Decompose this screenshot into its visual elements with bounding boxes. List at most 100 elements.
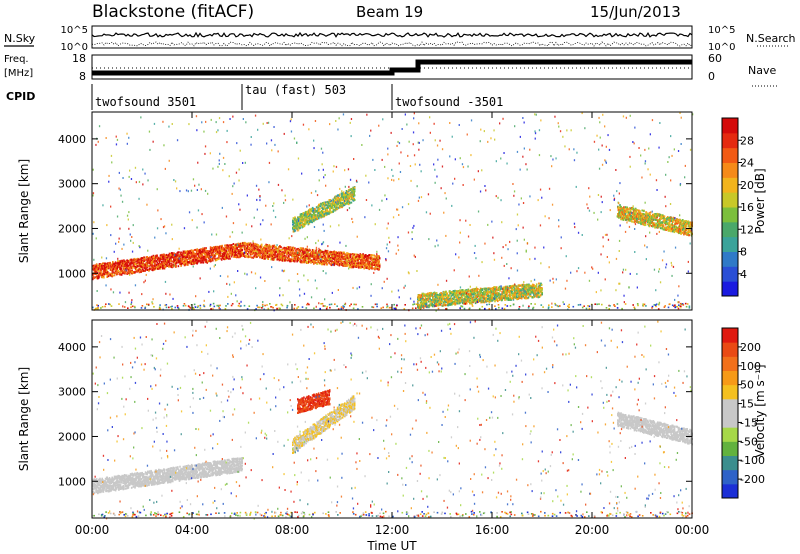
power-scatter-noise: [92, 112, 694, 312]
velocity-colorbar-tick-3: 15: [740, 398, 754, 411]
nave-tick-top: 60: [708, 52, 722, 65]
power-echo-region-4: [417, 282, 543, 309]
xtick-0: 00:00: [75, 523, 110, 537]
power-colorbar-swatch-0: [722, 281, 738, 297]
velocity-panel: 4000 3000 2000 1000: [58, 319, 693, 520]
power-echo-region-2: [242, 241, 381, 271]
freq-label-line2: [MHz]: [4, 68, 33, 79]
power-echo-region-5: [617, 204, 693, 237]
power-colorbar-tick-4: 12: [740, 223, 754, 236]
power-colorbar-swatch-8: [722, 162, 738, 178]
velocity-ytick-2000: 2000: [58, 430, 86, 443]
nsearch-tick-top: 10^5: [708, 25, 735, 36]
nsearch-tick-bottom: 10^0: [708, 42, 735, 53]
power-colorbar-tick-1: 24: [740, 157, 754, 170]
xtick-5: 20:00: [575, 523, 610, 537]
xaxis-label: Time UT: [366, 539, 417, 553]
velocity-colorbar-tick-1: 100: [740, 360, 761, 373]
station-title: Blackstone (fitACF): [92, 2, 254, 22]
nave-tick-bottom: 0: [708, 70, 715, 83]
power-colorbar-swatch-10: [722, 132, 738, 149]
power-colorbar-tick-3: 16: [740, 201, 754, 214]
nsearch-label: N.Search: [746, 32, 796, 45]
velocity-echo-region-3: [297, 389, 331, 414]
velocity-ytick-4000: 4000: [58, 341, 86, 354]
power-ytick-4000: 4000: [58, 133, 86, 146]
beam-label: Beam 19: [356, 3, 423, 21]
velocity-colorbar-swatch-0: [722, 483, 738, 499]
freq-tick-top: 18: [72, 52, 86, 65]
power-colorbar-swatch-7: [722, 177, 738, 193]
power-near-range-band: [92, 302, 691, 310]
power-colorbar-tick-2: 20: [740, 179, 754, 192]
xtick-6: 00:00: [675, 523, 710, 537]
power-colorbar-swatch-11: [722, 118, 738, 134]
velocity-ytick-1000: 1000: [58, 475, 86, 488]
power-colorbar-tick-6: 4: [740, 268, 747, 281]
nsky-panel: N.Sky 10^5 10^0 10^5 10^0 N.Search: [4, 25, 796, 53]
power-ytick-2000: 2000: [58, 222, 86, 235]
velocity-colorbar-swatch-9: [722, 356, 738, 371]
power-colorbar-swatch-5: [722, 207, 738, 223]
freq-tick-bottom: 8: [79, 70, 86, 83]
velocity-colorbar-tick-5: -50: [740, 435, 758, 448]
nave-label: Nave: [748, 64, 776, 77]
power-colorbar-swatch-3: [722, 236, 738, 252]
velocity-colorbar-swatch-11: [722, 328, 738, 343]
nsky-series: [91, 31, 693, 38]
velocity-colorbar-tick-7: -200: [740, 473, 765, 486]
power-echo-region-1: [92, 242, 243, 281]
power-colorbar: 28 24 20 16 12 8 4: [721, 117, 754, 297]
velocity-colorbar-tick-6: -100: [740, 454, 765, 467]
nsky-tick-top: 10^5: [61, 25, 88, 36]
velocity-colorbar-tick-2: 50: [740, 379, 754, 392]
power-colorbar-swatch-1: [722, 266, 738, 282]
velocity-colorbar-swatch-1: [722, 469, 738, 485]
time-axis: 00:00 04:00 08:00 12:00 16:00 20:00 00:00: [75, 112, 710, 537]
cpid-segment-1: twofsound 3501: [95, 95, 196, 109]
freq-panel: Freq. [MHz] 18 8 60 0 Nave: [4, 52, 778, 87]
velocity-ylabel: Slant Range [km]: [17, 367, 31, 471]
cpid-row: CPID twofsound 3501 tau (fast) 503 twofs…: [6, 83, 503, 110]
power-colorbar-swatch-9: [722, 147, 738, 163]
power-ytick-1000: 1000: [58, 267, 86, 280]
power-colorbar-tick-0: 28: [740, 134, 754, 147]
cpid-segment-2: tau (fast) 503: [245, 83, 346, 97]
power-panel: 4000 3000 2000 1000: [58, 111, 694, 312]
velocity-scatter-noise: [92, 320, 692, 520]
power-ytick-3000: 3000: [58, 178, 86, 191]
nsky-tick-bottom: 10^0: [61, 42, 88, 53]
velocity-colorbar-swatch-3: [722, 441, 738, 456]
power-colorbar-swatch-2: [722, 251, 738, 267]
velocity-colorbar-label: Velocity [m s⁻¹]: [753, 364, 767, 457]
velocity-echo-region-2: [292, 395, 356, 454]
velocity-colorbar: 200 100 50 15 -15 -50 -100 -200: [721, 327, 765, 499]
power-colorbar-tick-5: 8: [740, 246, 747, 259]
xtick-2: 08:00: [275, 523, 310, 537]
velocity-ytick-3000: 3000: [58, 386, 86, 399]
velocity-colorbar-tick-4: -15: [740, 416, 758, 429]
power-colorbar-swatch-6: [722, 192, 738, 208]
velocity-near-range-band: [92, 510, 693, 518]
cpid-label: CPID: [6, 90, 35, 103]
xtick-3: 12:00: [375, 523, 410, 537]
power-colorbar-label: Power [dB]: [753, 168, 767, 233]
velocity-colorbar-swatch-7: [722, 384, 738, 400]
cpid-segment-3: twofsound -3501: [395, 95, 503, 109]
power-echo-region-3: [292, 186, 356, 233]
date-label: 15/Jun/2013: [590, 3, 681, 21]
velocity-colorbar-swatch-6: [722, 398, 738, 414]
nsky-label: N.Sky: [4, 32, 36, 45]
power-ylabel: Slant Range [km]: [17, 159, 31, 263]
freq-label-line1: Freq.: [4, 54, 29, 65]
velocity-colorbar-swatch-4: [722, 427, 738, 442]
velocity-colorbar-swatch-8: [722, 370, 738, 386]
velocity-colorbar-swatch-10: [722, 342, 738, 357]
xtick-1: 04:00: [175, 523, 210, 537]
velocity-colorbar-swatch-5: [722, 413, 738, 428]
power-colorbar-swatch-4: [722, 221, 738, 238]
xtick-4: 16:00: [475, 523, 510, 537]
nsearch-series: [91, 41, 693, 47]
velocity-colorbar-swatch-2: [722, 455, 738, 471]
